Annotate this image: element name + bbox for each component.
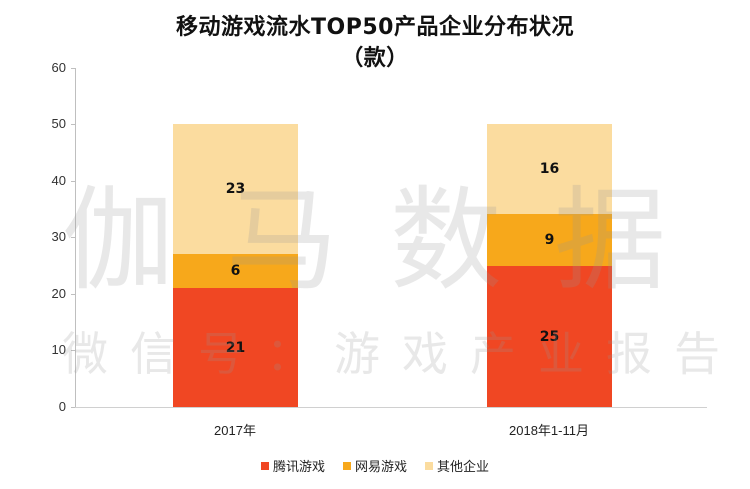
- legend-swatch-icon: [425, 461, 433, 470]
- segment-others: 16: [487, 124, 612, 214]
- value-label: 16: [539, 161, 560, 177]
- y-tick: [71, 350, 76, 351]
- y-tick-label: 10: [51, 342, 66, 357]
- y-axis-line: [75, 68, 76, 408]
- y-tick: [71, 181, 76, 182]
- legend-item-tencent: 腾讯游戏: [260, 456, 325, 475]
- watermark-sub: 微信号：游戏产业报告: [62, 327, 742, 381]
- value-label: 25: [539, 328, 560, 345]
- y-tick-label: 40: [51, 173, 66, 188]
- legend-label: 其他企业: [437, 460, 490, 475]
- segment-others: 23: [173, 124, 298, 254]
- segment-netease: 9: [487, 214, 612, 266]
- y-tick: [71, 407, 76, 408]
- x-axis-line: [75, 407, 707, 408]
- y-tick: [71, 124, 76, 125]
- watermark-main: 伽马数据: [62, 176, 718, 306]
- bar-2018: 16 9 25: [487, 124, 612, 407]
- y-tick: [71, 237, 76, 238]
- legend-swatch-icon: [260, 461, 269, 470]
- y-tick-label: 20: [51, 286, 66, 301]
- value-label: 9: [544, 232, 555, 248]
- segment-netease: 6: [173, 254, 298, 288]
- value-label: 23: [225, 181, 246, 197]
- chart-title: 移动游戏流水TOP50产品企业分布状况: [176, 15, 574, 40]
- segment-tencent: 25: [487, 266, 612, 407]
- y-tick-label: 60: [51, 60, 66, 75]
- y-tick-label: 0: [58, 399, 66, 414]
- bar-2017: 23 6 21: [173, 124, 298, 407]
- y-tick-label: 50: [51, 116, 66, 131]
- y-tick-label: 30: [51, 229, 66, 244]
- y-tick: [71, 294, 76, 295]
- value-label: 21: [225, 339, 246, 356]
- y-tick: [71, 68, 76, 69]
- x-tick-label: 2018年1-11月: [509, 423, 589, 438]
- legend-item-others: 其他企业: [425, 456, 489, 475]
- legend-label: 腾讯游戏: [272, 460, 325, 475]
- legend-swatch-icon: [342, 461, 351, 470]
- legend-item-netease: 网易游戏: [342, 456, 407, 475]
- legend: 腾讯游戏 网易游戏 其他企业: [0, 456, 750, 475]
- legend-label: 网易游戏: [354, 460, 407, 475]
- x-tick-label: 2017年: [214, 423, 256, 438]
- segment-tencent: 21: [173, 288, 298, 407]
- value-label: 6: [230, 263, 241, 279]
- chart-subtitle-unit: （款）: [341, 46, 409, 71]
